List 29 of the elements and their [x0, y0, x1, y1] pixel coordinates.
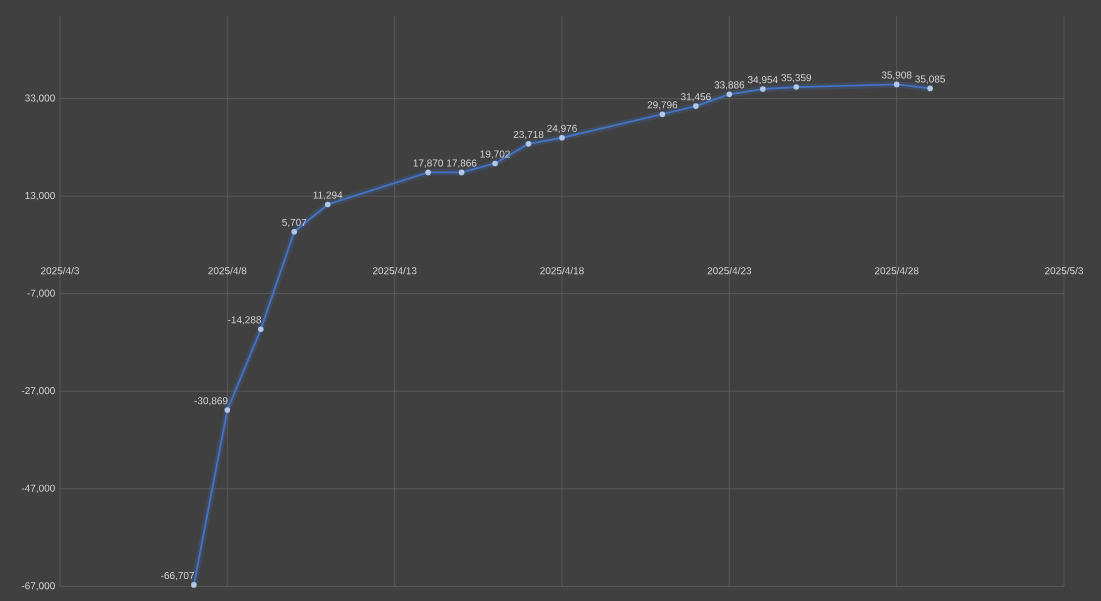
y-tick-label: -27,000	[21, 387, 55, 396]
x-tick-label: 2025/4/13	[372, 266, 417, 275]
data-label: 17,870	[413, 159, 444, 168]
data-label: 23,718	[513, 130, 544, 140]
data-label: 35,908	[881, 71, 912, 80]
data-label: 31,456	[680, 93, 711, 102]
x-tick-label: 2025/4/8	[208, 266, 247, 275]
data-label: 34,954	[747, 76, 778, 85]
x-tick-label: 2025/4/18	[540, 266, 584, 275]
x-tick-label: 2025/4/28	[874, 266, 919, 275]
x-tick-label: 2025/5/3	[1045, 266, 1084, 275]
data-label: 29,796	[647, 101, 678, 110]
y-tick-label: -47,000	[21, 484, 55, 493]
data-label: 33,886	[714, 81, 745, 90]
data-label: 19,702	[480, 150, 510, 159]
data-label: -30,869	[194, 397, 228, 406]
x-tick-label: 2025/4/3	[41, 266, 80, 275]
y-tick-label: -67,000	[21, 582, 55, 591]
y-tick-label: 33,000	[25, 94, 55, 103]
x-tick-label: 2025/4/23	[707, 266, 752, 275]
data-label: 35,359	[781, 74, 812, 83]
data-label: 17,866	[447, 159, 477, 168]
data-label: -66,707	[161, 571, 195, 581]
data-label: 11,294	[313, 191, 343, 200]
data-label: 35,085	[915, 75, 946, 84]
y-tick-label: -7,000	[27, 289, 55, 298]
data-label: 24,976	[547, 124, 577, 134]
y-tick-label: 13,000	[25, 192, 55, 201]
data-label: -14,288	[227, 316, 262, 325]
